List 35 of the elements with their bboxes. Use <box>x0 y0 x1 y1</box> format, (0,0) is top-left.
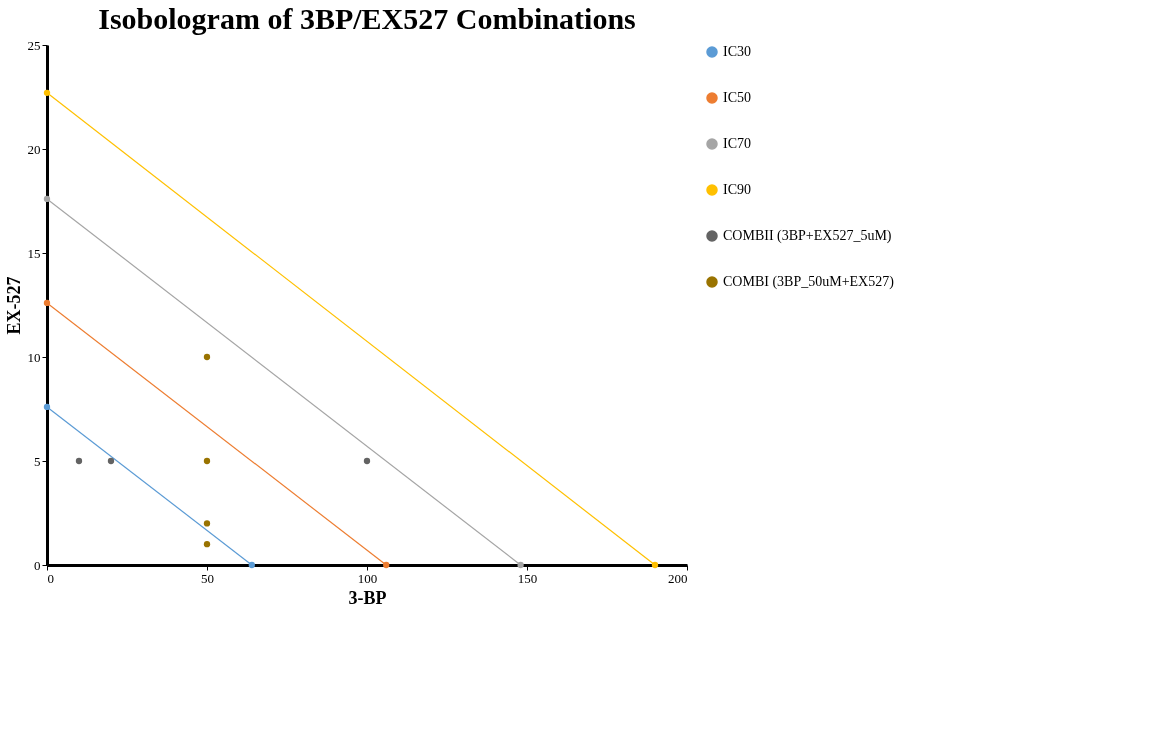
point <box>43 89 51 96</box>
y-tick-label: 0 <box>34 557 41 573</box>
y-tick-label: 10 <box>27 349 41 365</box>
x-tick-label: 100 <box>357 570 378 586</box>
x-axis-title: 3-BP <box>348 587 387 608</box>
legend-label: IC90 <box>723 182 751 197</box>
point <box>43 299 51 307</box>
y-tick-label: 25 <box>27 37 41 53</box>
point <box>363 457 371 465</box>
x-tick-label: 50 <box>201 570 214 586</box>
point <box>203 457 211 465</box>
legend-label: IC70 <box>723 136 751 151</box>
point <box>203 541 211 548</box>
point <box>43 195 51 203</box>
x-tick-label: 200 <box>668 570 688 586</box>
point <box>203 353 211 361</box>
point <box>383 561 390 569</box>
y-axis-title: EX-527 <box>3 276 24 335</box>
x-tick-label: 150 <box>517 570 538 586</box>
legend-label: IC30 <box>723 44 751 59</box>
point <box>517 561 524 569</box>
point <box>75 457 83 465</box>
y-tick-label: 15 <box>27 245 41 261</box>
point <box>248 561 255 569</box>
legend-label: COMBI (3BP_50uM+EX527) <box>723 274 895 290</box>
legend-label: IC50 <box>723 90 751 105</box>
x-tick-label: 0 <box>47 570 54 586</box>
y-tick-label: 5 <box>34 453 41 469</box>
chart-title: Isobologram of 3BP/EX527 Combinations <box>98 2 636 35</box>
point <box>203 520 211 527</box>
point <box>43 403 51 411</box>
legend-label: COMBII (3BP+EX527_5uM) <box>723 228 892 244</box>
point <box>651 561 659 569</box>
point <box>107 457 115 465</box>
y-tick-label: 20 <box>27 141 41 157</box>
